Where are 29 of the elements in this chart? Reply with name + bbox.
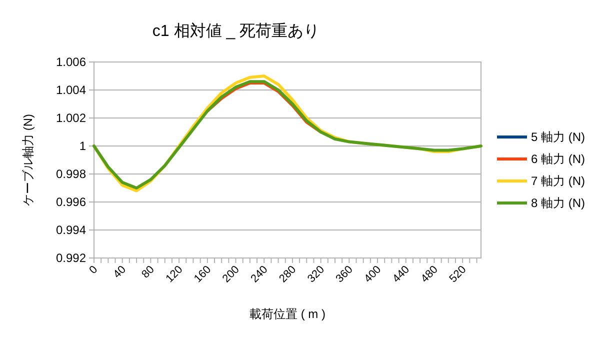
x-tick-label: 240 xyxy=(248,264,270,286)
y-tick-label: 0.994 xyxy=(56,223,86,237)
x-tick-label: 280 xyxy=(277,264,299,286)
y-tick-label: 0.998 xyxy=(56,167,86,181)
x-tick-label: 120 xyxy=(164,264,186,286)
y-tick-label: 1 xyxy=(79,139,86,153)
x-tick-label: 440 xyxy=(390,264,412,286)
x-tick-label: 40 xyxy=(111,264,128,281)
legend-label: 8 軸力 (N) xyxy=(531,196,586,210)
x-tick-label: 160 xyxy=(192,264,214,286)
chart-title: c1 相対値 _ 死荷重あり xyxy=(152,22,320,40)
x-axis-title: 載荷位置 ( m ) xyxy=(250,307,326,321)
y-tick-label: 0.992 xyxy=(56,251,86,265)
y-axis-title: ケーブル軸力 (N) xyxy=(21,114,35,206)
x-tick-label: 0 xyxy=(87,264,100,276)
x-tick-label: 520 xyxy=(447,264,469,286)
legend-label: 5 軸力 (N) xyxy=(531,130,586,144)
x-tick-label: 360 xyxy=(334,264,356,286)
y-tick-label: 1.002 xyxy=(56,111,86,125)
y-tick-label: 0.996 xyxy=(56,195,86,209)
legend-label: 7 軸力 (N) xyxy=(531,174,586,188)
x-tick-label: 80 xyxy=(140,264,157,281)
x-tick-label: 320 xyxy=(305,264,327,286)
x-tick-label: 400 xyxy=(362,264,384,286)
y-tick-label: 1.004 xyxy=(56,83,86,97)
legend-label: 6 軸力 (N) xyxy=(531,152,586,166)
x-tick-label: 200 xyxy=(220,264,242,286)
x-tick-label: 480 xyxy=(418,264,440,286)
y-tick-label: 1.006 xyxy=(56,55,86,69)
